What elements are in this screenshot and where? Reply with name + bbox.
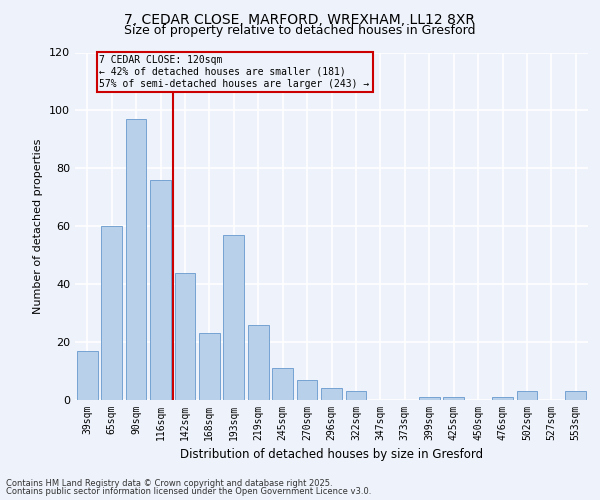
Bar bbox=[296, 380, 317, 400]
Bar bbox=[346, 392, 367, 400]
Bar bbox=[248, 324, 269, 400]
Text: Contains public sector information licensed under the Open Government Licence v3: Contains public sector information licen… bbox=[6, 487, 371, 496]
Bar bbox=[175, 272, 196, 400]
Bar bbox=[101, 226, 122, 400]
Bar bbox=[150, 180, 171, 400]
Bar bbox=[517, 392, 538, 400]
Bar bbox=[199, 334, 220, 400]
Bar bbox=[125, 119, 146, 400]
Bar bbox=[321, 388, 342, 400]
Bar bbox=[565, 392, 586, 400]
Text: Size of property relative to detached houses in Gresford: Size of property relative to detached ho… bbox=[124, 24, 476, 37]
Bar bbox=[77, 351, 98, 400]
Bar bbox=[272, 368, 293, 400]
Bar bbox=[443, 397, 464, 400]
Text: 7, CEDAR CLOSE, MARFORD, WREXHAM, LL12 8XR: 7, CEDAR CLOSE, MARFORD, WREXHAM, LL12 8… bbox=[125, 12, 476, 26]
Bar bbox=[492, 397, 513, 400]
Bar bbox=[223, 235, 244, 400]
Text: Contains HM Land Registry data © Crown copyright and database right 2025.: Contains HM Land Registry data © Crown c… bbox=[6, 478, 332, 488]
Y-axis label: Number of detached properties: Number of detached properties bbox=[34, 138, 43, 314]
Bar bbox=[419, 397, 440, 400]
Text: 7 CEDAR CLOSE: 120sqm
← 42% of detached houses are smaller (181)
57% of semi-det: 7 CEDAR CLOSE: 120sqm ← 42% of detached … bbox=[100, 56, 370, 88]
X-axis label: Distribution of detached houses by size in Gresford: Distribution of detached houses by size … bbox=[180, 448, 483, 462]
